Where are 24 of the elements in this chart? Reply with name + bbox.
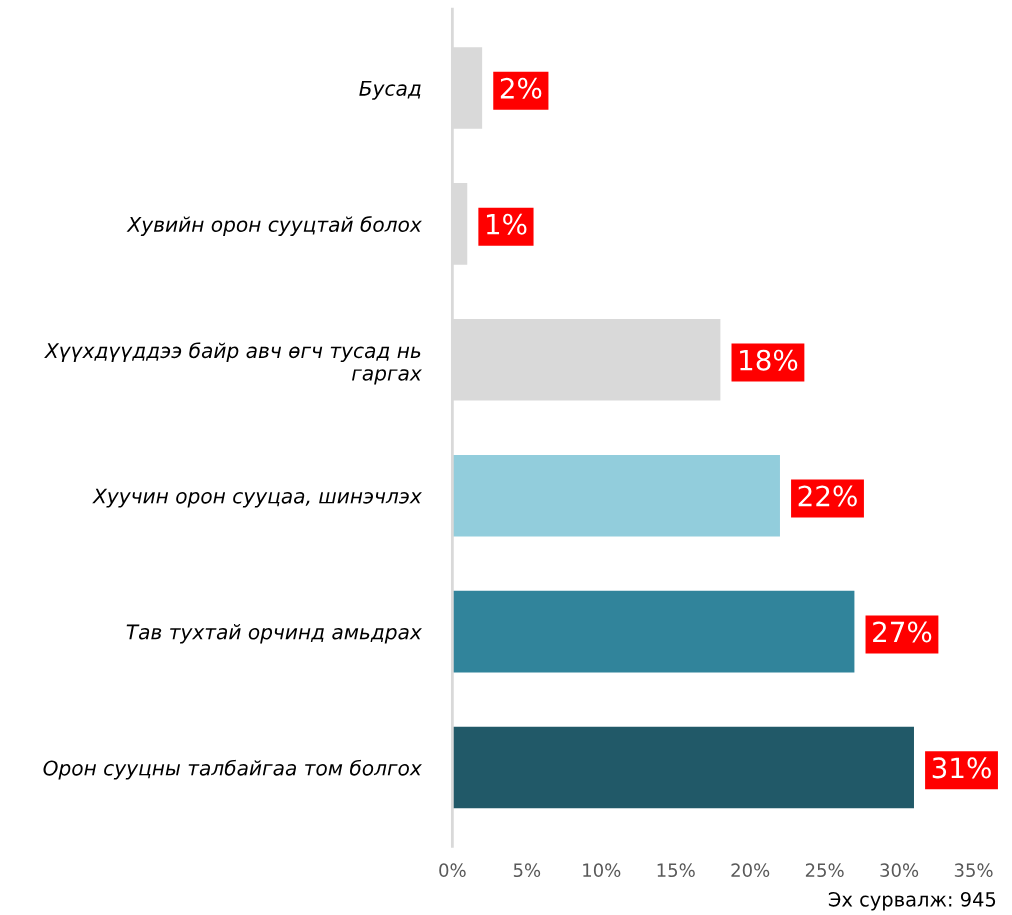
data-label: 1% <box>486 213 527 235</box>
bar <box>452 454 780 537</box>
bar <box>452 590 855 673</box>
text: Эх сурвалж: 945 <box>828 891 996 911</box>
y-tick-label: Тав тухтай орчинд амьдрах <box>126 624 422 644</box>
data-label: 18% <box>740 349 798 371</box>
x-tick-label: 30% <box>880 863 919 878</box>
data-label: 22% <box>798 485 857 507</box>
x-tick-label: 10% <box>583 863 621 878</box>
x-tick-label: 25% <box>805 863 844 878</box>
x-tick-label: 5% <box>513 863 541 878</box>
y-tick-label: Бусад <box>359 80 421 100</box>
x-tick-label: 35% <box>954 863 993 878</box>
bar <box>452 726 914 809</box>
x-tick-label: 15% <box>657 863 695 878</box>
y-tick-label: Орон сууцны талбайгаа том болгох <box>43 759 422 780</box>
data-label: 31% <box>932 757 991 779</box>
y-tick-label: Хувийн орон сууцтай болох <box>126 216 422 236</box>
x-tick-label: 20% <box>731 863 770 878</box>
x-tick-label: 0% <box>439 863 466 878</box>
data-label: 27% <box>873 621 932 643</box>
y-tick-label: Хүүхдүүддээ байр авч өгч тусад нь гаргах <box>44 342 422 385</box>
y-tick-label: Хуучин орон сууцаа, шинэчлэх <box>92 488 422 508</box>
data-label: 2% <box>500 77 542 99</box>
